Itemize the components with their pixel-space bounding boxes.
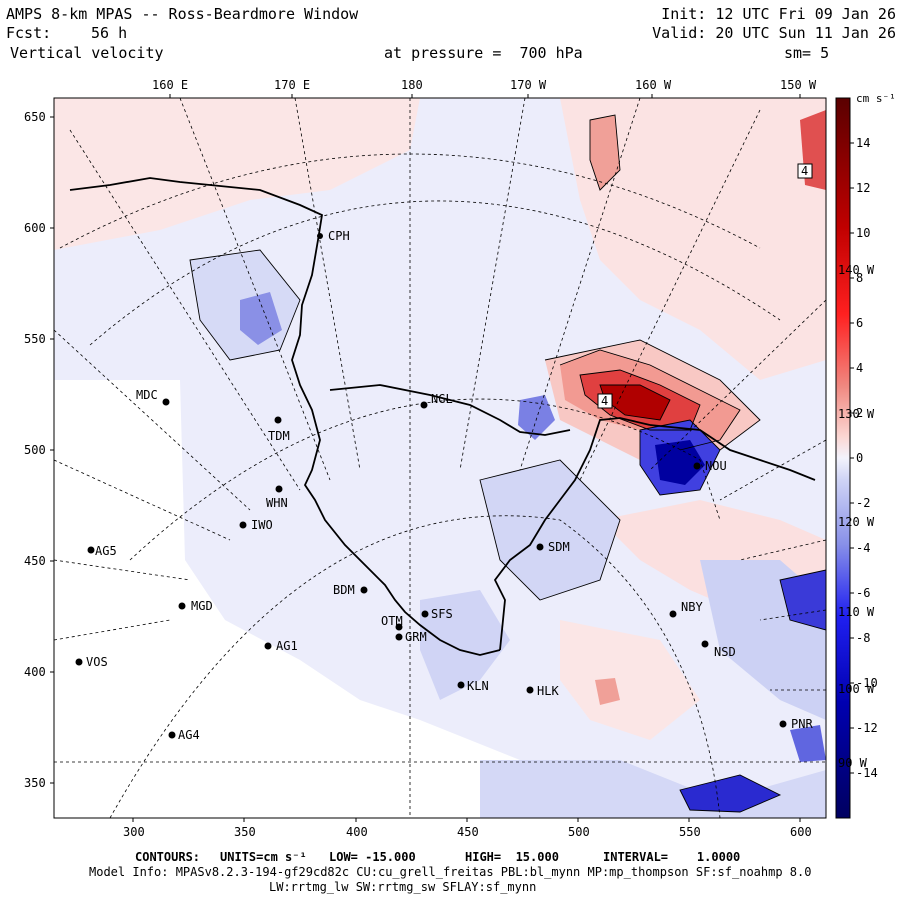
meridian-label-110w: 110 W: [838, 605, 875, 619]
x-tick-400: 400: [346, 825, 368, 839]
colorbar-tick: 12: [856, 181, 871, 195]
pressure-level: at pressure = 700 hPa: [384, 44, 583, 62]
colorbar-tick: -4: [856, 541, 871, 555]
meridian-label-90w: 90 W: [838, 756, 867, 770]
colorbar-tick: 14: [856, 136, 871, 150]
colorbar-tick: 2: [856, 406, 864, 420]
contours-label: CONTOURS:: [135, 850, 201, 864]
colorbar-tick: 0: [856, 451, 864, 465]
station-label-grm: GRM: [405, 630, 427, 644]
station-label-ag4: AG4: [178, 728, 200, 742]
meridian-label-120w: 120 W: [838, 515, 875, 529]
forecast-hour: 56 h: [91, 24, 128, 42]
colorbar-tick: -12: [856, 721, 878, 735]
colorbar-tick: -2: [856, 496, 871, 510]
station-label-bdm: BDM: [333, 583, 355, 597]
contours-units: UNITS=cm s⁻¹: [220, 850, 307, 864]
station-label-ag1: AG1: [276, 639, 298, 653]
station-label-mgd: MGD: [191, 599, 213, 613]
x-tick-450: 450: [457, 825, 479, 839]
y-tick-350: 350: [24, 776, 46, 790]
lon-label-160e: 160 E: [152, 78, 189, 92]
x-tick-600: 600: [790, 825, 812, 839]
station-label-sdm: SDM: [548, 540, 570, 554]
contours-low: LOW= -15.000: [329, 850, 416, 864]
y-tick-550: 550: [24, 332, 46, 346]
colorbar-tick: 10: [856, 226, 871, 240]
station-label-hlk: HLK: [537, 684, 559, 698]
colorbar-tick: 6: [856, 316, 864, 330]
contour-label: 4: [801, 164, 809, 178]
x-tick-350: 350: [234, 825, 256, 839]
colorbar-tick: -8: [856, 631, 871, 645]
colorbar-tick: 4: [856, 361, 864, 375]
colorbar-tick: -6: [856, 586, 871, 600]
station-label-sfs: SFS: [431, 607, 453, 621]
station-label-ngl: NGL: [431, 392, 453, 406]
plot-frame: [53, 97, 827, 819]
x-tick-550: 550: [679, 825, 701, 839]
lon-label-180: 180: [401, 78, 423, 92]
init-time: Init: 12 UTC Fri 09 Jan 26: [661, 5, 896, 23]
meridian-label-140w: 140 W: [838, 263, 875, 277]
colorbar-tick: 8: [856, 271, 864, 285]
station-label-tdm: TDM: [268, 429, 290, 443]
colorbar-units: cm s⁻¹: [856, 92, 896, 105]
map-title: AMPS 8-km MPAS -- Ross-Beardmore Window: [6, 5, 359, 23]
station-label-vos: VOS: [86, 655, 108, 669]
station-label-whn: WHN: [266, 496, 288, 510]
station-markers: [75, 233, 787, 739]
station-label-otm: OTM: [381, 614, 403, 628]
station-label-nou: NOU: [705, 459, 727, 473]
field-name: Vertical velocity: [10, 44, 164, 62]
station-label-mdc: MDC: [136, 388, 158, 402]
valid-time: Valid: 20 UTC Sun 11 Jan 26: [652, 24, 896, 42]
lon-label-150w: 150 W: [780, 78, 817, 92]
station-label-nby: NBY: [681, 600, 703, 614]
station-label-cph: CPH: [328, 229, 350, 243]
physics-info: LW:rrtmg_lw SW:rrtmg_sw SFLAY:sf_mynn: [269, 880, 537, 894]
y-tick-500: 500: [24, 443, 46, 457]
colorbar: [835, 97, 851, 819]
meridian-label-100w: 100 W: [838, 682, 875, 696]
lon-label-170e: 170 E: [274, 78, 311, 92]
smoothing-level: sm= 5: [784, 44, 830, 62]
y-tick-450: 450: [24, 554, 46, 568]
forecast-label: Fcst:: [6, 24, 52, 42]
y-tick-600: 600: [24, 221, 46, 235]
contours-high: HIGH= 15.000: [465, 850, 559, 864]
y-tick-400: 400: [24, 665, 46, 679]
map-field: [54, 98, 826, 818]
station-label-iwo: IWO: [251, 518, 273, 532]
x-tick-300: 300: [123, 825, 145, 839]
station-label-kln: KLN: [467, 679, 489, 693]
model-info: Model Info: MPASv8.2.3-194-gf29cd82c CU:…: [89, 865, 812, 879]
x-tick-500: 500: [568, 825, 590, 839]
meridian-label-130w: 130 W: [838, 407, 875, 421]
station-label-ag5: AG5: [95, 544, 117, 558]
colorbar-tick: -10: [856, 676, 878, 690]
lon-label-160w: 160 W: [635, 78, 672, 92]
lon-label-170w: 170 W: [510, 78, 547, 92]
station-label-nsd: NSD: [714, 645, 736, 659]
contours-interval: INTERVAL= 1.0000: [603, 850, 741, 864]
contour-label: 4: [601, 394, 609, 408]
y-tick-650: 650: [24, 110, 46, 124]
station-label-pnr: PNR: [791, 717, 813, 731]
colorbar-tick: -14: [856, 766, 878, 780]
